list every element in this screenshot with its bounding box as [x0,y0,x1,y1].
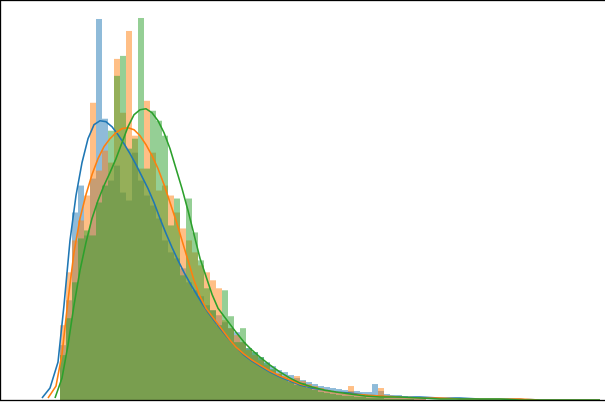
bar-series_3-4 [84,230,90,400]
bar-series_3-43 [318,392,324,400]
bar-series_3-22 [192,232,198,400]
bar-series_3-6 [96,202,102,400]
bar-series_3-42 [312,390,318,400]
bar-series_3-18 [168,225,174,400]
bar-series_2-53 [378,388,384,400]
bar-series_3-29 [234,342,240,400]
bar-series_3-19 [174,198,180,400]
bar-series_3-25 [210,310,216,400]
histogram-bars [60,17,426,401]
bar-series_3-53 [378,398,384,400]
bar-series_3-24 [204,288,210,400]
bar-series_3-11 [126,148,132,400]
bar-series_2-51 [366,395,372,400]
bar-series_1-52 [372,384,378,400]
bar-series_3-3 [78,238,84,400]
density-curves [41,107,600,401]
bar-series_3-14 [144,168,150,400]
bar-series_3-36 [276,374,282,400]
bar-series_3-48 [348,396,354,400]
bar-series_3-20 [180,275,186,400]
bar-series_3-28 [228,316,234,400]
bar-series_3-33 [258,357,264,400]
bar-series_3-10 [120,55,126,401]
bar-series_2-55 [390,397,396,400]
bar-series_3-9 [114,75,120,400]
bar-series_3-37 [282,378,288,400]
bar-series_3-34 [264,363,270,400]
bar-series_3-51 [366,398,372,400]
bar-series_3-5 [90,235,96,400]
bar-series_3-41 [306,388,312,400]
bar-series_3-1 [66,318,72,400]
bar-series_3-54 [384,399,390,400]
bar-series_3-44 [324,393,330,400]
bar-series_3-39 [294,385,300,400]
bar-series_3-8 [108,130,114,400]
bar-series_3-38 [288,382,294,400]
bar-series_3-7 [102,185,108,400]
bar-series_3-57 [402,399,408,400]
bar-series_3-52 [372,398,378,400]
bar-series_2-60 [420,399,426,400]
bar-series_3-12 [132,138,138,400]
bar-series_2-52 [372,396,378,400]
bar-series_3-40 [300,383,306,400]
kde-line-3 [54,107,600,401]
bar-series_3-16 [156,120,162,400]
bar-series_3-58 [408,399,414,400]
bar-series_2-59 [414,398,420,400]
bar-series_3-26 [216,325,222,400]
bar-series_3-47 [342,396,348,400]
bar-series_2-56 [396,397,402,400]
bar-series_3-50 [360,397,366,400]
bar-series_3-15 [150,110,156,400]
bar-series_3-2 [72,282,78,400]
bar-series_3-49 [354,397,360,400]
bar-series_3-0 [60,355,66,400]
bar-series_3-32 [252,352,258,400]
bar-series_3-31 [246,348,252,400]
bar-series_3-27 [222,290,228,400]
bar-series_2-54 [384,396,390,400]
bar-series_3-17 [162,135,168,400]
bar-series_3-13 [138,17,144,401]
bar-series_3-23 [198,260,204,400]
bar-series_3-55 [390,399,396,400]
bar-series_3-56 [396,399,402,400]
bar-series_3-21 [186,198,192,400]
bar-series-3 [60,17,414,401]
bar-series_3-45 [330,394,336,400]
bar-series_3-30 [240,328,246,400]
bar-series_3-35 [270,369,276,400]
bar-series_3-46 [336,395,342,400]
